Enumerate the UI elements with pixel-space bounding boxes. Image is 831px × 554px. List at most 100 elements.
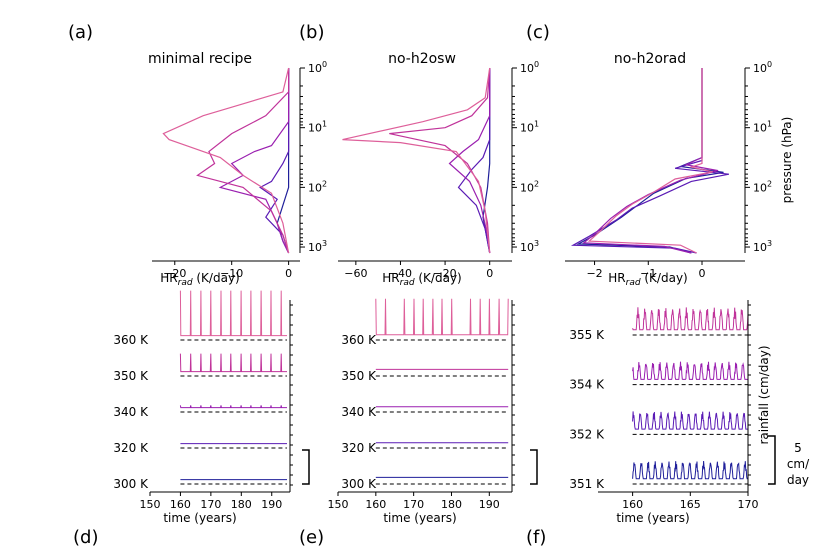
y-tick-label: 103 xyxy=(308,239,327,254)
x-tick-label: 170 xyxy=(200,498,221,511)
y-tick-exponent: 3 xyxy=(534,239,539,248)
y-tick-label: 100 xyxy=(520,60,539,75)
profile-line-350-k xyxy=(389,67,491,254)
row-label: 355 K xyxy=(569,328,605,342)
profile-line-320-k xyxy=(457,68,491,254)
rainfall-line-360-k xyxy=(179,290,287,337)
profile-line-360-k xyxy=(342,67,491,254)
profile-line-355-k xyxy=(587,68,713,254)
x-tick-label: −2 xyxy=(586,267,602,280)
y-tick-exponent: 2 xyxy=(767,179,772,188)
profile-line-351-k xyxy=(576,68,724,254)
y-tick-exponent: 3 xyxy=(767,239,772,248)
scalebar-e xyxy=(530,449,538,485)
xlabel-f: time (years) xyxy=(616,511,689,525)
x-tick-label: 0 xyxy=(486,267,493,280)
y-tick-exponent: 3 xyxy=(322,239,327,248)
x-tick-label: 150 xyxy=(328,498,349,511)
y-tick-exponent: 0 xyxy=(534,60,539,69)
row-label: 320 K xyxy=(341,441,377,455)
x-tick-label: −60 xyxy=(344,267,367,280)
y-tick-label: 103 xyxy=(753,239,772,254)
profile-line-350-k xyxy=(196,68,290,254)
row-label: 360 K xyxy=(113,333,149,347)
scalebar-f-label-3: day xyxy=(787,473,809,487)
panel-label-c: (c) xyxy=(526,22,550,43)
x-tick-label: −10 xyxy=(220,267,243,280)
row-label: 320 K xyxy=(113,441,149,455)
profile-line-352-k xyxy=(570,68,730,254)
y-tick-label: 102 xyxy=(308,179,327,194)
x-tick-label: 160 xyxy=(622,498,643,511)
row-label: 360 K xyxy=(341,333,377,347)
y-tick-label: 101 xyxy=(753,120,772,135)
rainfall-line-352-k xyxy=(632,411,748,430)
row-label: 350 K xyxy=(113,369,149,383)
x-tick-label: 170 xyxy=(403,498,424,511)
rainfall-line-340-k xyxy=(179,405,287,409)
row-label: 352 K xyxy=(569,427,605,441)
x-tick-label: 160 xyxy=(170,498,191,511)
x-tick-label: 0 xyxy=(699,267,706,280)
rainfall-line-360-k xyxy=(375,298,509,336)
panel-label-b: (b) xyxy=(299,22,324,43)
profile-line-354-k xyxy=(582,68,719,254)
xlabel-a: HRrad (K/day) xyxy=(160,271,239,288)
y-tick-label: 102 xyxy=(753,179,772,194)
y-tick-label: 100 xyxy=(308,60,327,75)
row-label: 300 K xyxy=(341,477,377,491)
profile-line-340-k xyxy=(448,68,491,254)
rainfall-line-351-k xyxy=(632,460,748,480)
x-tick-label: 190 xyxy=(261,498,282,511)
profile-line-320-k xyxy=(259,68,290,254)
x-tick-label: 150 xyxy=(140,498,161,511)
ylabel-rainfall: rainfall (cm/day) xyxy=(757,345,771,444)
y-tick-exponent: 2 xyxy=(322,179,327,188)
ylabel-pressure: pressure (hPa) xyxy=(780,117,794,204)
scalebar-f-label-1: 5 xyxy=(794,441,802,455)
x-tick-label: 180 xyxy=(441,498,462,511)
y-tick-exponent: 1 xyxy=(767,120,772,129)
x-tick-label: −40 xyxy=(389,267,412,280)
row-label: 351 K xyxy=(569,477,605,491)
x-tick-label: −20 xyxy=(433,267,456,280)
y-tick-label: 101 xyxy=(520,120,539,135)
xlabel-c: HRrad (K/day) xyxy=(608,271,687,288)
row-label: 340 K xyxy=(341,405,377,419)
row-label: 350 K xyxy=(341,369,377,383)
x-tick-label: 170 xyxy=(738,498,759,511)
row-label: 354 K xyxy=(569,378,605,392)
row-label: 300 K xyxy=(113,477,149,491)
xlabel-d: time (years) xyxy=(163,511,236,525)
x-tick-label: 165 xyxy=(680,498,701,511)
x-tick-label: −20 xyxy=(163,267,186,280)
y-tick-exponent: 2 xyxy=(534,179,539,188)
x-tick-label: −1 xyxy=(640,267,656,280)
y-tick-label: 101 xyxy=(308,120,327,135)
y-tick-exponent: 1 xyxy=(322,120,327,129)
y-tick-label: 103 xyxy=(520,239,539,254)
rainfall-line-350-k xyxy=(179,353,287,373)
xlabel-e: time (years) xyxy=(383,511,456,525)
panel-label-a: (a) xyxy=(68,22,93,43)
profile-line-360-k xyxy=(162,67,290,254)
x-tick-label: 190 xyxy=(479,498,500,511)
y-tick-exponent: 0 xyxy=(322,60,327,69)
title-a: minimal recipe xyxy=(148,51,252,67)
y-tick-label: 102 xyxy=(520,179,539,194)
x-tick-label: 0 xyxy=(285,267,292,280)
rainfall-line-354-k xyxy=(632,361,748,380)
scalebar-f-label-2: cm/ xyxy=(787,457,810,471)
row-label: 340 K xyxy=(113,405,149,419)
rainfall-line-355-k xyxy=(632,307,749,331)
title-c: no-h2orad xyxy=(614,51,686,67)
rainfall-plot-d: 300 K 320 K 340 K 350 K 360 K 150 160 170 180 190 xyxy=(113,290,293,511)
y-tick-exponent: 0 xyxy=(767,60,772,69)
scalebar-f: 5 cm/ day xyxy=(768,435,810,487)
y-tick-exponent: 1 xyxy=(534,120,539,129)
panel-label-e: (e) xyxy=(299,527,324,548)
